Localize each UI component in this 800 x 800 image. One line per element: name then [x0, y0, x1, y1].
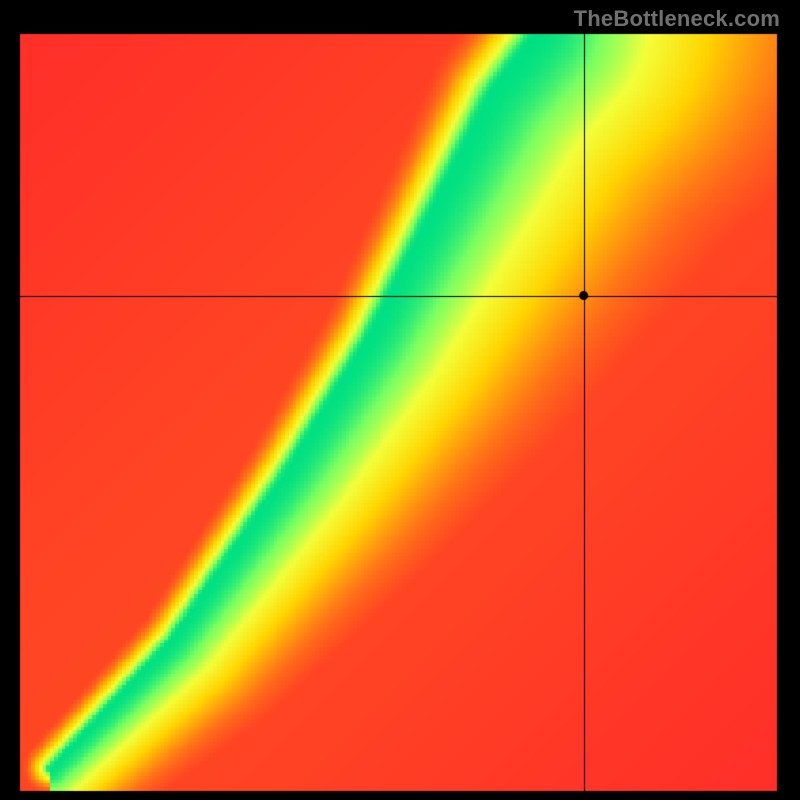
bottleneck-heatmap [0, 0, 800, 800]
watermark-text: TheBottleneck.com [574, 6, 780, 32]
chart-container: TheBottleneck.com [0, 0, 800, 800]
